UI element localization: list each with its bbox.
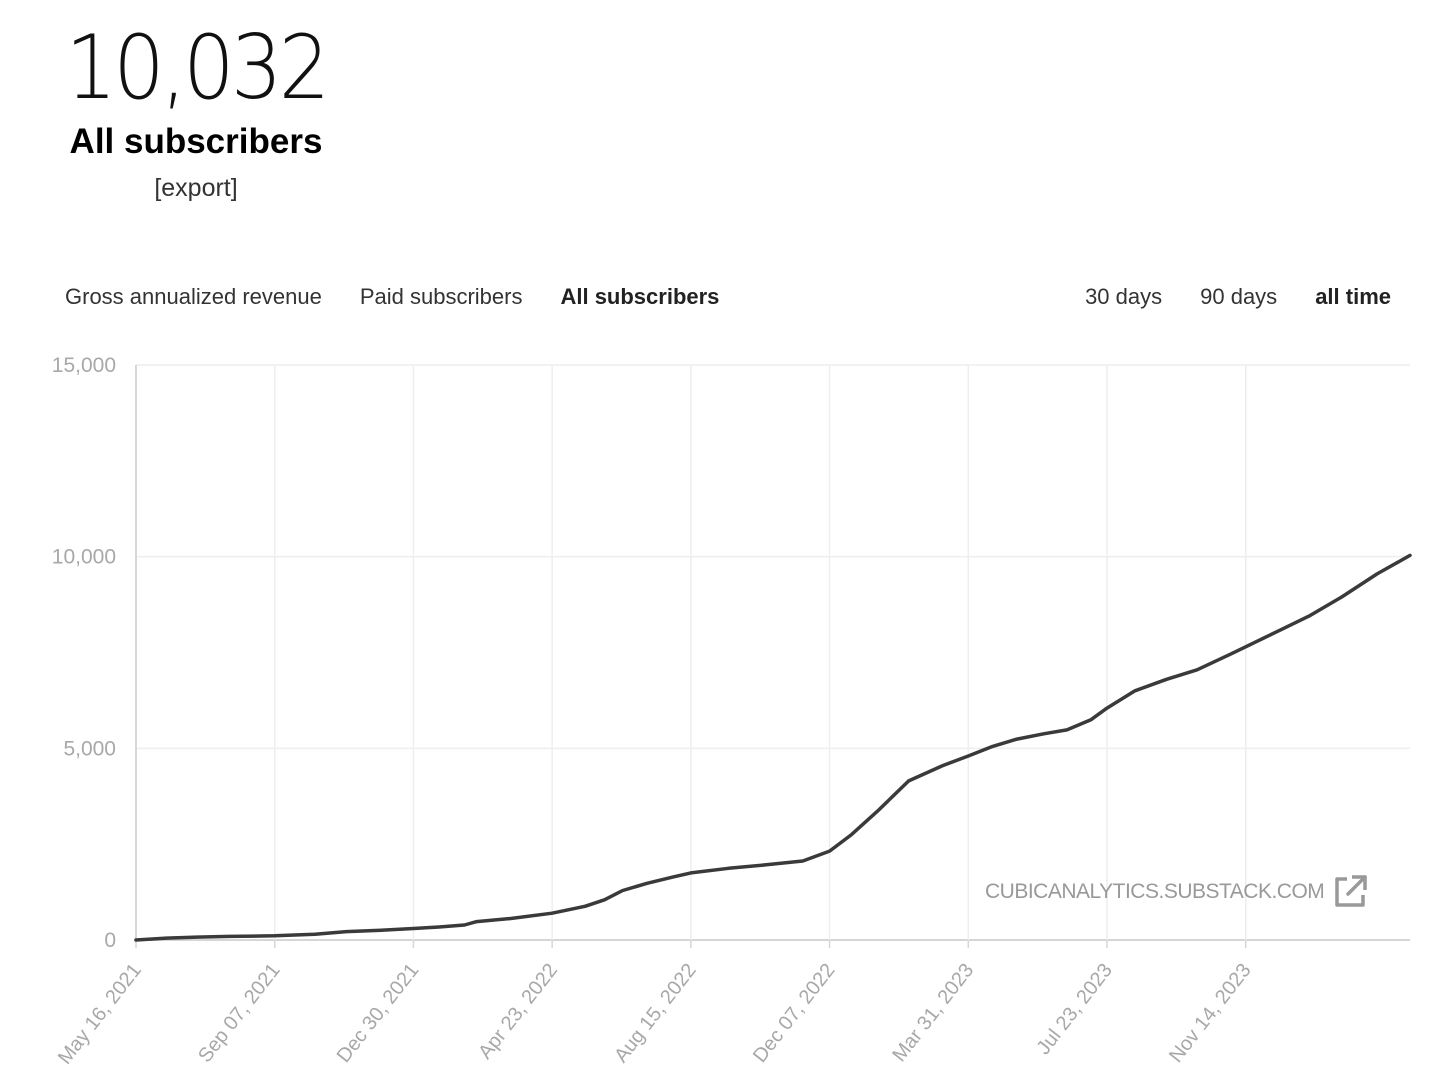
x-tick-label: Sep 07, 2021 [194, 960, 285, 1067]
metric-label: All subscribers [69, 122, 323, 161]
x-tick-label: Apr 23, 2022 [474, 960, 562, 1064]
range-all-time[interactable]: all time [1315, 284, 1391, 309]
x-tick-label: Jul 23, 2023 [1033, 960, 1117, 1059]
series-line [134, 553, 1412, 942]
tab-paid-subscribers[interactable]: Paid subscribers [359, 284, 523, 309]
y-tick-label: 10,000 [52, 546, 116, 569]
y-tick-label: 0 [104, 929, 116, 952]
x-tick-label: Dec 30, 2021 [333, 960, 424, 1067]
x-tick-label: Nov 14, 2023 [1165, 960, 1256, 1067]
range-30-days[interactable]: 30 days [1085, 284, 1163, 309]
tab-all-subscribers[interactable]: All subscribers [560, 284, 720, 309]
tab-gross-annualized-revenue[interactable]: Gross annualized revenue [65, 284, 322, 309]
export-link[interactable]: [export] [154, 174, 238, 202]
watermark-link[interactable]: CUBICANALYTICS.SUBSTACK.COM [985, 874, 1368, 910]
summary-panel: 10,032 All subscribers [export] [40, 18, 352, 206]
range-tabs: 30 days 90 days all time [1085, 284, 1391, 310]
x-tick-label: Aug 15, 2022 [610, 960, 701, 1067]
y-tick-label: 15,000 [52, 354, 116, 377]
x-tick-label: Dec 07, 2022 [749, 960, 840, 1067]
x-tick-label: Mar 31, 2023 [888, 960, 978, 1066]
y-tick-label: 5,000 [63, 737, 116, 760]
x-tick-label: May 16, 2021 [54, 960, 146, 1069]
subscriber-count: 10,032 [65, 16, 330, 119]
metric-tabs: Gross annualized revenue Paid subscriber… [65, 284, 719, 310]
range-90-days[interactable]: 90 days [1200, 284, 1278, 309]
external-link-icon [1335, 875, 1368, 907]
watermark-text: CUBICANALYTICS.SUBSTACK.COM [985, 880, 1325, 903]
